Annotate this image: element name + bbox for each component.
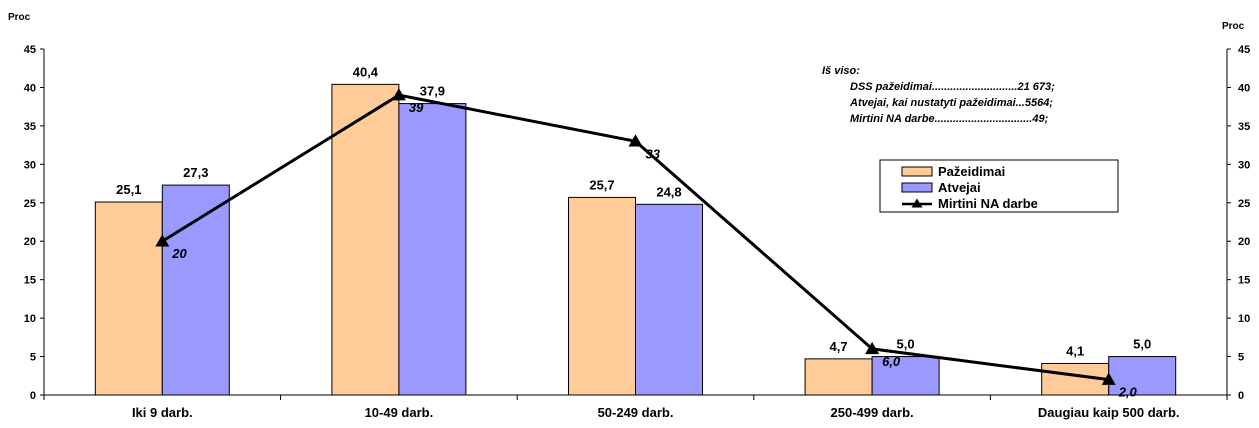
y-tick-label-right: 0 bbox=[1238, 390, 1244, 402]
y-tick-label-left: 40 bbox=[24, 82, 36, 94]
bar bbox=[804, 358, 873, 396]
y-tick-label-right: 5 bbox=[1238, 352, 1244, 364]
annotation-title: Iš viso: bbox=[822, 65, 860, 77]
y-axis-label-right: Proc bbox=[1222, 21, 1245, 32]
y-tick-label-right: 15 bbox=[1238, 275, 1250, 287]
bar-value-label: 5,0 bbox=[1133, 337, 1151, 352]
bar-value-label: 37,9 bbox=[420, 84, 445, 99]
legend-swatch-atvejai bbox=[901, 182, 933, 193]
y-tick-label-right: 35 bbox=[1238, 121, 1250, 133]
bar bbox=[161, 184, 230, 396]
line-marker bbox=[628, 134, 643, 147]
y-tick-label-right: 20 bbox=[1238, 236, 1250, 248]
annotation-line-2: Atvejai, kai nustatyti pažeidimai...5564… bbox=[849, 97, 1053, 109]
legend-marker-mirtini bbox=[911, 198, 923, 208]
bar-value-label: 5,0 bbox=[897, 337, 915, 352]
bar bbox=[94, 201, 163, 396]
annotation-line-3: Mirtini NA darbe........................… bbox=[850, 113, 1049, 125]
bar-value-label: 25,1 bbox=[116, 182, 141, 197]
x-tick-label: 50-249 darb. bbox=[598, 405, 674, 420]
bar-value-label: 4,7 bbox=[830, 339, 848, 354]
bar bbox=[398, 103, 467, 396]
line-marker bbox=[865, 341, 880, 355]
bars-group bbox=[94, 83, 1177, 396]
bar bbox=[635, 203, 703, 396]
y-tick-label-right: 10 bbox=[1238, 313, 1250, 325]
x-tick-label: 250-499 darb. bbox=[831, 405, 914, 420]
line-value-label: 33 bbox=[646, 146, 661, 161]
line-value-label: 20 bbox=[171, 246, 187, 261]
y-tick-label-left: 20 bbox=[24, 236, 36, 248]
annotation-line-1: DSS pažeidimai..........................… bbox=[850, 81, 1055, 93]
bar-value-label: 40,4 bbox=[353, 64, 379, 79]
x-tick-label: Daugiau kaip 500 darb. bbox=[1038, 405, 1180, 420]
y-tick-label-right: 25 bbox=[1238, 198, 1250, 210]
y-tick-label-right: 30 bbox=[1238, 159, 1250, 171]
y-tick-label-left: 35 bbox=[24, 121, 36, 133]
y-tick-label-left: 10 bbox=[24, 313, 36, 325]
x-tick-label: 10-49 darb. bbox=[365, 405, 434, 420]
y-tick-label-left: 5 bbox=[30, 352, 36, 364]
legend-label-pazeidimai: Pažeidimai bbox=[938, 164, 1005, 179]
y-tick-label-left: 30 bbox=[24, 159, 36, 171]
bar bbox=[871, 356, 940, 396]
line-marker bbox=[1101, 372, 1116, 385]
line-group bbox=[155, 88, 1116, 385]
bar-value-label: 25,7 bbox=[589, 177, 614, 192]
bar-value-label: 27,3 bbox=[183, 165, 208, 180]
line-marker bbox=[155, 234, 170, 247]
y-tick-label-left: 45 bbox=[24, 44, 36, 56]
line-marker bbox=[391, 88, 406, 101]
summary-annotation: Iš viso: DSS pažeidimai.................… bbox=[822, 65, 1055, 125]
y-tick-label-left: 15 bbox=[24, 275, 36, 287]
line-value-label: 6,0 bbox=[882, 354, 901, 369]
bar bbox=[1108, 356, 1177, 396]
legend-label-atvejai: Atvejai bbox=[938, 180, 981, 195]
x-tick-label: Iki 9 darb. bbox=[132, 405, 193, 420]
y-axis-label-left: Proc bbox=[8, 12, 31, 23]
y-tick-label-left: 25 bbox=[24, 198, 36, 210]
labels-group: 25,1 40,4 25,7 4,7 4,1 27,3 37,9 24,8 5,0 5,0 20 39… bbox=[116, 64, 1151, 399]
bar bbox=[331, 83, 400, 396]
y-tick-label-right: 40 bbox=[1238, 82, 1250, 94]
legend-swatch-pazeidimai bbox=[901, 166, 933, 177]
line-value-label: 2,0 bbox=[1118, 385, 1138, 400]
bar-value-label: 24,8 bbox=[656, 184, 681, 199]
y-tick-label-left: 0 bbox=[30, 390, 36, 402]
bar-value-label: 4,1 bbox=[1066, 343, 1084, 358]
axes-group: 0 0 5 5 10 10 15 15 20 20 25 25 30 30 35 35 40 40 45 45 Iki … bbox=[24, 44, 1251, 420]
legend: Pažeidimai Atvejai Mirtini NA darbe bbox=[879, 159, 1119, 213]
line-value-label: 39 bbox=[409, 100, 424, 115]
bar bbox=[568, 196, 636, 396]
legend-label-mirtini: Mirtini NA darbe bbox=[938, 196, 1038, 211]
y-tick-label-right: 45 bbox=[1238, 44, 1250, 56]
